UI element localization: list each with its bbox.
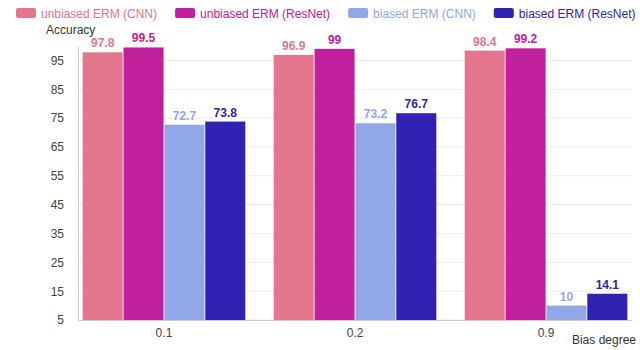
bar: [396, 113, 436, 320]
data-label: 96.9: [282, 39, 306, 53]
chart: 5 15 25 35 45 55 65 75 85 95 0.1 0.2 0.9 97.8 96.9 98.4…: [0, 0, 640, 350]
legend-swatch: [175, 8, 195, 18]
y-axis-line: [78, 47, 79, 321]
bar: [164, 125, 204, 320]
data-label: 14.1: [596, 278, 620, 292]
x-tick: 0.2: [347, 320, 364, 340]
bar: [546, 306, 586, 320]
legend-label: biased ERM (ResNet): [519, 7, 636, 21]
y-tick-label: 35: [51, 227, 65, 241]
bar: [274, 55, 314, 320]
bar: [587, 294, 627, 320]
legend-item: unbiased ERM (CNN): [16, 7, 157, 21]
y-tick: 5: [57, 313, 78, 327]
y-tick: 75: [51, 111, 78, 125]
data-label: 73.8: [214, 106, 238, 120]
legend-item: unbiased ERM (ResNet): [175, 7, 330, 21]
legend-label: unbiased ERM (CNN): [41, 7, 157, 21]
bars: [83, 47, 628, 320]
data-label: 72.7: [173, 109, 197, 123]
bar: [83, 52, 123, 320]
legend-label: biased ERM (CNN): [373, 7, 476, 21]
x-axis-title: Bias degree: [572, 333, 636, 347]
y-tick-label: 85: [51, 83, 65, 97]
y-tick: 45: [51, 198, 78, 212]
x-tick-label: 0.2: [347, 326, 364, 340]
x-axis: 0.1 0.2 0.9: [79, 320, 633, 340]
data-labels: 97.8 96.9 98.4 99.5 99 99.2 72.7 73.2 10 73.8 76.7…: [91, 31, 619, 303]
data-label: 76.7: [405, 97, 429, 111]
data-label: 98.4: [473, 35, 497, 49]
y-tick-label: 45: [51, 198, 65, 212]
data-label: 99.2: [514, 32, 538, 46]
legend-swatch: [494, 8, 514, 18]
x-tick: 0.1: [156, 320, 173, 340]
legend-label: unbiased ERM (ResNet): [200, 7, 330, 21]
y-tick-label: 75: [51, 111, 65, 125]
x-tick-label: 0.1: [156, 326, 173, 340]
plot-area: 5 15 25 35 45 55 65 75 85 95 0.1 0.2 0.9 97.8 96.9 98.4…: [51, 31, 633, 339]
bar: [355, 123, 395, 320]
data-label: 73.2: [364, 107, 388, 121]
bar: [315, 49, 355, 320]
bar: [124, 47, 164, 320]
bar: [465, 51, 505, 320]
x-axis-line: [79, 320, 633, 321]
data-label: 97.8: [91, 36, 115, 50]
legend: unbiased ERM (CNN) unbiased ERM (ResNet) b…: [16, 7, 636, 21]
y-tick: 65: [51, 140, 78, 154]
y-tick-label: 65: [51, 140, 65, 154]
legend-item: biased ERM (CNN): [348, 7, 476, 21]
y-tick-label: 95: [51, 54, 65, 68]
y-axis: 5 15 25 35 45 55 65 75 85 95: [51, 47, 79, 328]
x-tick: 0.9: [538, 320, 555, 340]
y-tick: 35: [51, 227, 78, 241]
y-tick: 95: [51, 54, 78, 68]
y-tick: 15: [51, 284, 78, 298]
data-label: 10: [560, 290, 574, 304]
y-tick-label: 25: [51, 256, 65, 270]
data-label: 99.5: [132, 31, 156, 45]
bar: [506, 48, 546, 320]
y-tick: 85: [51, 83, 78, 97]
legend-item: biased ERM (ResNet): [494, 7, 636, 21]
y-tick: 55: [51, 169, 78, 183]
y-tick-label: 5: [57, 313, 64, 327]
y-axis-title: Accuracy: [46, 23, 95, 37]
legend-swatch: [16, 8, 36, 18]
y-tick-label: 55: [51, 169, 65, 183]
y-tick: 25: [51, 256, 78, 270]
y-tick-label: 15: [51, 284, 65, 298]
data-label: 99: [328, 33, 342, 47]
legend-swatch: [348, 8, 368, 18]
x-tick-label: 0.9: [538, 326, 555, 340]
bar: [205, 122, 245, 320]
